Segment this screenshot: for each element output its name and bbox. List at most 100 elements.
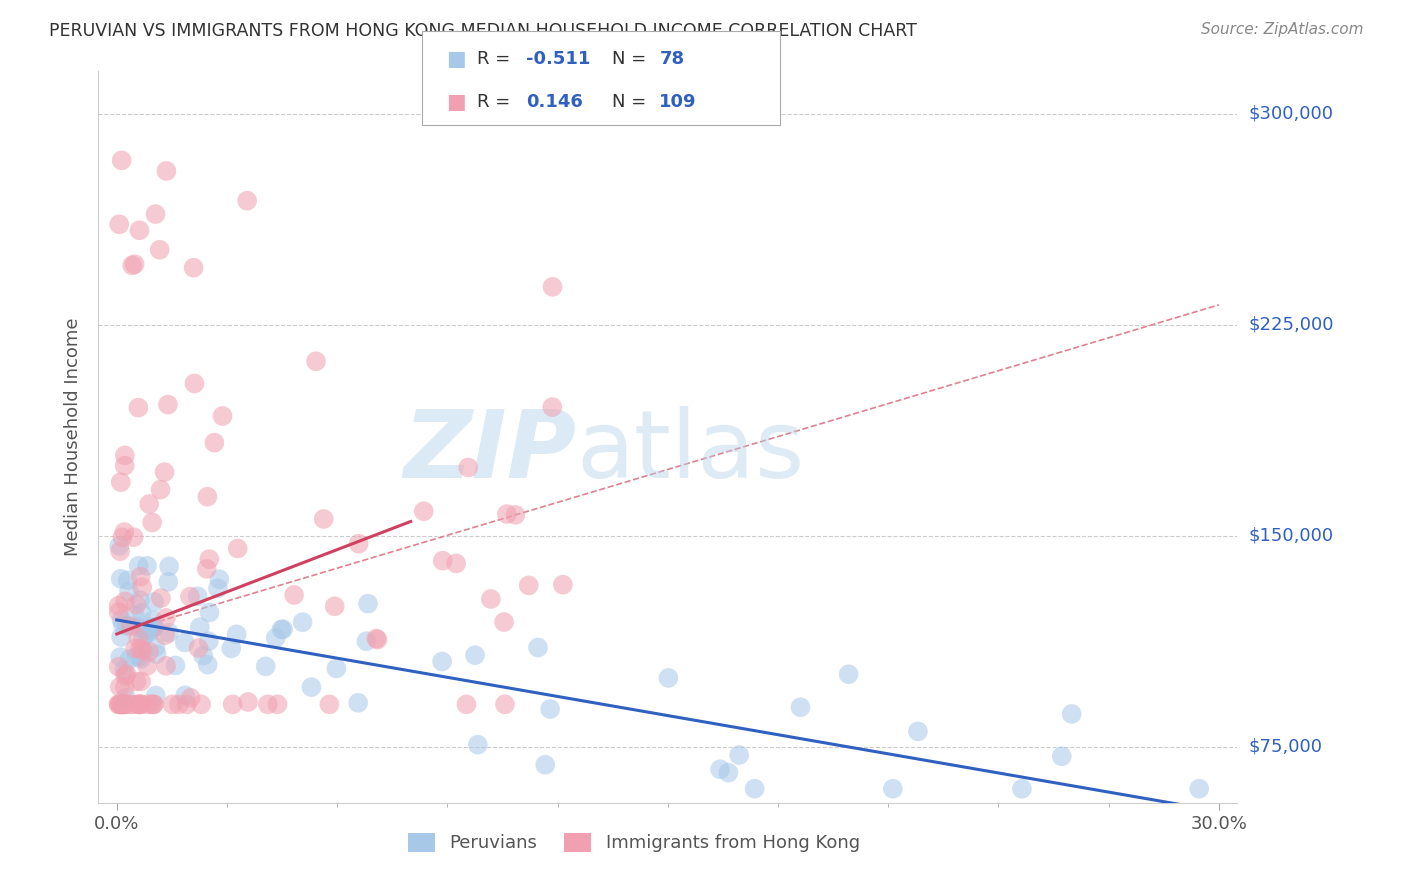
Point: [145, 640, 167, 655]
Point: [108, 544, 131, 558]
Point: [183, 376, 205, 391]
Point: [124, 257, 146, 271]
Point: [129, 698, 152, 712]
Point: [479, 592, 502, 607]
Point: [153, 465, 176, 479]
Point: [149, 591, 172, 606]
Point: [114, 698, 136, 712]
Point: [129, 674, 152, 689]
Point: [538, 702, 561, 716]
Point: [325, 661, 347, 675]
Point: [110, 698, 132, 712]
Legend: Peruvians, Immigrants from Hong Kong: Peruvians, Immigrants from Hong Kong: [401, 826, 868, 860]
Point: [110, 475, 132, 490]
Text: N =: N =: [612, 93, 651, 111]
Point: [111, 153, 134, 168]
Point: [108, 217, 131, 231]
Point: [283, 588, 305, 602]
Point: [173, 635, 195, 649]
Point: [789, 700, 811, 714]
Point: [225, 627, 247, 641]
Text: ■: ■: [446, 49, 465, 70]
Point: [305, 354, 328, 368]
Point: [167, 698, 190, 712]
Point: [110, 630, 132, 644]
Point: [165, 658, 187, 673]
Point: [112, 663, 135, 677]
Point: [127, 401, 149, 415]
Point: [128, 558, 150, 573]
Point: [110, 698, 132, 712]
Point: [198, 606, 221, 620]
Point: [114, 449, 136, 463]
Point: [156, 398, 179, 412]
Point: [145, 647, 167, 661]
Point: [110, 613, 132, 627]
Point: [717, 765, 740, 780]
Point: [356, 634, 378, 648]
Point: [744, 781, 766, 796]
Point: [108, 539, 131, 553]
Point: [193, 648, 215, 663]
Point: [111, 530, 134, 544]
Point: [271, 623, 294, 637]
Point: [264, 631, 287, 645]
Point: [131, 580, 153, 594]
Point: [728, 747, 751, 762]
Point: [456, 698, 478, 712]
Point: [347, 696, 370, 710]
Point: [141, 516, 163, 530]
Point: [492, 615, 515, 629]
Point: [122, 530, 145, 544]
Point: [139, 624, 162, 639]
Point: [366, 632, 388, 647]
Point: [114, 698, 136, 712]
Point: [1188, 781, 1211, 796]
Point: [211, 409, 233, 423]
Point: [142, 698, 165, 712]
Point: [527, 640, 550, 655]
Point: [266, 698, 288, 712]
Point: [195, 562, 218, 576]
Point: [129, 570, 152, 584]
Point: [187, 590, 209, 604]
Point: [108, 650, 131, 665]
Point: [347, 537, 370, 551]
Point: [357, 597, 380, 611]
Point: [155, 164, 177, 178]
Point: [136, 558, 159, 573]
Point: [534, 757, 557, 772]
Point: [125, 649, 148, 664]
Point: [127, 698, 149, 712]
Point: [107, 660, 129, 674]
Point: [115, 667, 138, 681]
Point: [226, 541, 249, 556]
Point: [838, 667, 860, 681]
Point: [323, 599, 346, 614]
Point: [120, 698, 142, 712]
Point: [110, 572, 132, 586]
Text: $75,000: $75,000: [1249, 738, 1323, 756]
Point: [118, 652, 141, 666]
Point: [143, 595, 166, 609]
Point: [120, 619, 142, 633]
Point: [208, 572, 231, 586]
Text: $225,000: $225,000: [1249, 316, 1334, 334]
Point: [145, 207, 167, 221]
Point: [115, 690, 138, 705]
Point: [121, 259, 143, 273]
Point: [236, 695, 259, 709]
Point: [145, 689, 167, 703]
Point: [124, 641, 146, 656]
Point: [153, 628, 176, 642]
Point: [127, 698, 149, 712]
Point: [202, 435, 225, 450]
Point: [114, 680, 136, 694]
Point: [131, 643, 153, 657]
Text: -0.511: -0.511: [526, 51, 591, 69]
Point: [149, 483, 172, 497]
Point: [254, 659, 277, 673]
Point: [541, 400, 564, 414]
Point: [551, 577, 574, 591]
Point: [366, 632, 388, 646]
